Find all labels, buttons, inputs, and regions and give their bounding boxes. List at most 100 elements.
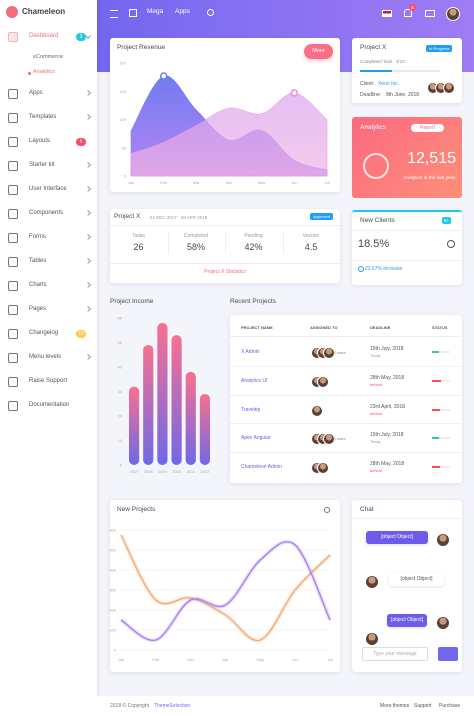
menu-item[interactable]: Dashboard [29,33,59,39]
bar [171,335,182,465]
bell[interactable] [404,9,412,17]
card-dates: - 24 DEC 2017 - 09 APR 2019 [147,215,208,220]
footer-brand[interactable]: ThemeSelection [154,703,191,709]
row-divider [230,452,462,454]
bar [185,371,196,465]
more-button[interactable]: More [304,44,333,59]
status-fill [432,379,441,382]
chat-input[interactable]: Type your message [362,647,428,661]
stat-label: Version [302,233,320,239]
status-track [432,379,450,382]
menu-item[interactable]: Templates [29,114,57,120]
menu-icon [8,185,18,195]
deadline-label: Deadline: [360,92,382,98]
stat-label: Completed [183,233,209,239]
send-button[interactable] [438,647,458,661]
menu-badge: 10 [76,330,86,338]
menu-item[interactable]: Documentation [29,402,70,408]
divider [352,260,462,261]
top-link[interactable]: Apps [175,8,190,15]
x-tick-label: 2007 [130,469,140,474]
project-name[interactable]: Analytics UI [241,377,268,384]
card-title: New Clients [360,217,395,224]
refresh-icon[interactable] [324,507,330,513]
project-name[interactable]: X Admin [241,349,260,355]
submenu-item[interactable]: eCommerce [33,54,63,60]
expand-icon[interactable] [129,9,137,17]
x-tick-label: 2009 [158,469,168,474]
avatar [317,462,329,475]
increase-icon [358,266,364,272]
avatar [317,375,329,388]
divider [352,230,462,231]
more-assignees: +3 more [331,350,346,355]
stat-label: Tasks [132,233,145,239]
menu-item[interactable]: Menu levels [29,354,62,360]
menu-item[interactable]: Layouts [29,138,51,144]
x-tick-label: Apr [226,180,233,185]
footer-link[interactable]: Support [414,703,432,709]
y-tick-label: 200 [109,608,116,613]
menu-item[interactable]: Starter kit [29,162,55,168]
chat-message: [object Object] [387,614,427,627]
flag[interactable] [382,10,392,17]
menu-icon [8,137,18,147]
menu-item[interactable]: Pages [29,306,47,312]
submenu-item[interactable]: Analytics [33,69,56,75]
status-fill [432,437,440,440]
stat-divider [225,232,226,254]
stat-value: 42% [244,242,263,252]
menu-item[interactable]: User Interface [29,186,67,192]
footer-link[interactable]: Purchase [439,703,461,709]
status-fill [432,466,441,469]
menu-item[interactable]: Apps [29,90,43,96]
menu-item[interactable]: Tables [29,258,47,264]
project-name[interactable]: Chameleon Admin [241,464,282,471]
y-tick-label: 100 [119,117,126,122]
top-link[interactable]: Mega [147,8,164,15]
menu-toggle[interactable] [110,10,118,18]
menu-item[interactable]: Forms [29,234,46,240]
stat-value: 58% [186,242,205,252]
chat-message: [object Object] [389,573,444,586]
y-tick-label: 60 [118,316,123,321]
y-tick-label: 300 [109,588,116,593]
deadline: 15th July, 2018 [370,432,404,439]
y-tick-label: 0 [120,463,123,468]
search-icon[interactable] [207,9,214,16]
section-title: Recent Projects [230,298,276,305]
clients-badge: 5+ [442,217,452,224]
footer-link[interactable]: More themes [380,703,410,709]
users-icon [447,240,455,248]
project-name[interactable]: Travelrip [241,406,261,413]
stats-link[interactable]: Project X Statistics [204,269,246,275]
y-tick-label: 100 [109,628,116,633]
card-title: Project X [360,44,387,51]
mail[interactable] [425,10,435,17]
stat-divider [282,232,284,254]
x-tick-label: Feb [160,180,168,185]
x-tick-label: 2010 [172,469,182,474]
line [120,541,331,641]
menu-icon [8,377,18,387]
column-header: PROJECT NAME [241,325,273,330]
divider [352,518,462,519]
menu-icon [8,257,18,267]
x-tick-label: Jan [118,657,124,662]
y-tick-label: 200 [119,61,126,66]
x-tick-label: 2011 [186,469,195,474]
deadline: 28th May, 2018 [370,374,405,381]
project-name[interactable]: Apex Angular [241,435,271,442]
line-glow [119,539,332,643]
divider [110,225,340,226]
x-tick-label: Apr [222,657,229,662]
menu-item[interactable]: Components [29,210,64,216]
status-track [432,351,450,353]
bar [143,344,154,465]
menu-item[interactable]: Changelog [29,330,59,336]
stat-divider [167,232,169,254]
menu-item[interactable]: Charts [29,282,47,288]
report-button[interactable]: Report [411,124,445,132]
menu-icon [8,305,18,315]
menu-item[interactable]: Raise Support [29,378,68,384]
